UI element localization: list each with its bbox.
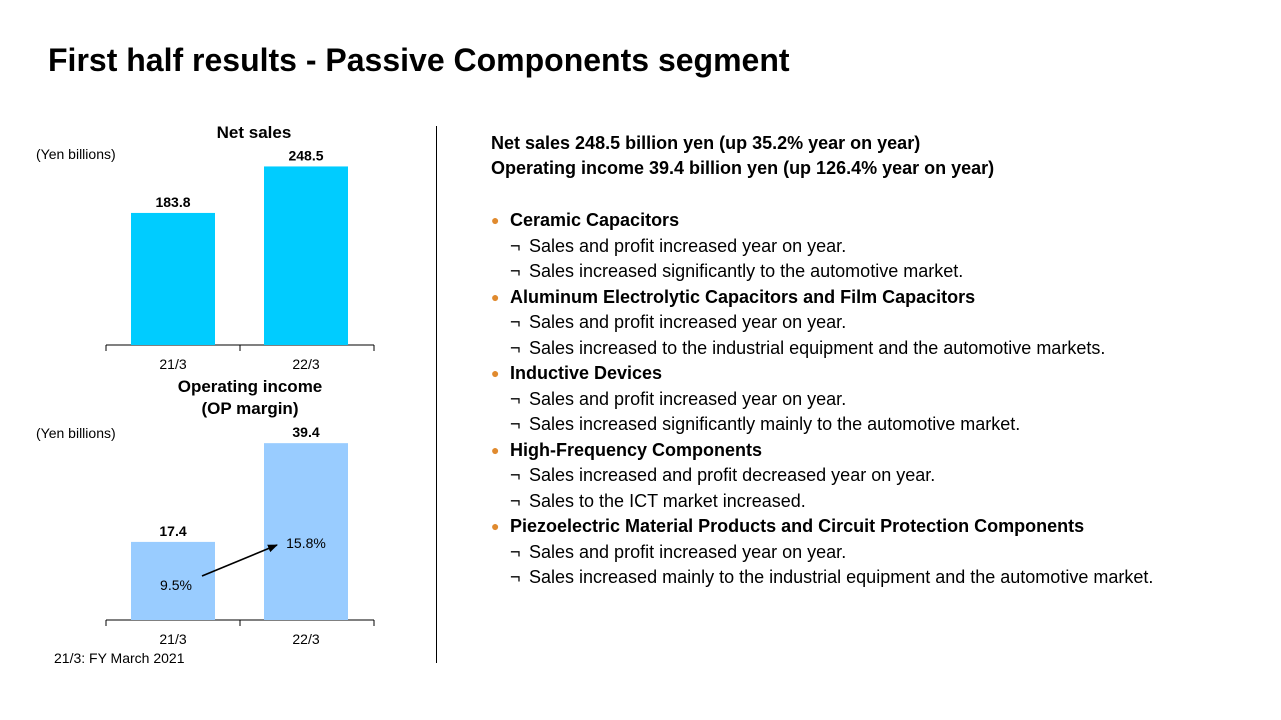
section-item: ¬ Sales to the ICT market increased. [491, 489, 1251, 515]
section-heading: ● Inductive Devices [491, 361, 1251, 387]
sub-bullet-icon: ¬ [510, 261, 521, 281]
section-item-text: Sales and profit increased year on year. [529, 235, 847, 256]
bar-21-3 [131, 212, 215, 345]
section-item-text: Sales increased and profit decreased yea… [529, 465, 936, 485]
sub-bullet-icon: ¬ [510, 567, 521, 587]
op-margin-label: 9.5% [160, 577, 192, 593]
section-item: ¬ Sales increased significantly mainly to… [491, 412, 1251, 438]
segment-sections: ● Ceramic Capacitors ¬ Sales and profit inc… [491, 208, 1251, 591]
section-item: ¬ Sales and profit increased year on year… [491, 310, 1251, 336]
sub-bullet-icon: ¬ [510, 388, 521, 409]
results-summary-panel: Net sales 248.5 billion yen (up 35.2% ye… [491, 131, 1251, 591]
section-heading: ● Ceramic Capacitors [491, 208, 1251, 234]
margin-trend-arrow [201, 544, 278, 577]
op-margin-label: 15.8% [286, 535, 326, 551]
operating-income-title-line2: (OP margin) [201, 399, 299, 418]
bullet-icon: ● [491, 365, 500, 381]
bar-value-label: 39.4 [292, 424, 319, 440]
section-heading: ● Piezoelectric Material Products and Cir… [491, 514, 1251, 540]
sub-bullet-icon: ¬ [510, 312, 521, 332]
section-item-text: Sales and profit increased year on year. [529, 312, 847, 332]
section-heading-text: Piezoelectric Material Products and Circ… [510, 516, 1085, 536]
section-item: ¬ Sales and profit increased year on year… [491, 234, 1251, 260]
sub-bullet-icon: ¬ [510, 465, 521, 485]
vertical-divider [436, 126, 437, 663]
section-heading-text: High-Frequency Components [510, 439, 763, 460]
x-tick-label: 21/3 [159, 356, 186, 372]
section-item: ¬ Sales increased and profit decreased ye… [491, 463, 1251, 489]
bar-22-3 [264, 166, 348, 345]
operating-income-title-line1: Operating income [177, 377, 323, 396]
sub-bullet-icon: ¬ [510, 541, 521, 562]
bar-value-label: 183.8 [155, 194, 190, 210]
net-sales-chart: Net sales (Yen billions) 183.8 21/3 248.5 2… [0, 0, 430, 380]
bar-21-3 [131, 541, 215, 620]
summary-net-sales: Net sales 248.5 billion yen (up 35.2% ye… [491, 133, 921, 153]
section-heading-text: Inductive Devices [510, 363, 663, 383]
section-heading: ● High-Frequency Components [491, 438, 1251, 464]
sub-bullet-icon: ¬ [510, 490, 521, 511]
x-tick-label: 22/3 [292, 631, 319, 647]
bar-value-label: 17.4 [159, 523, 186, 539]
section-item: ¬ Sales increased to the industrial equip… [491, 336, 1251, 362]
bullet-icon: ● [491, 518, 500, 534]
section-item-text: Sales increased significantly to the aut… [529, 261, 964, 281]
operating-income-chart: Operating income (OP margin) (Yen billio… [0, 0, 430, 660]
section-heading-text: Aluminum Electrolytic Capacitors and Fil… [510, 286, 976, 307]
page-title: First half results - Passive Components … [48, 42, 790, 78]
section-item: ¬ Sales and profit increased year on year… [491, 540, 1251, 566]
bullet-icon: ● [491, 212, 500, 228]
sub-bullet-icon: ¬ [510, 235, 521, 256]
section-item-text: Sales and profit increased year on year. [529, 541, 847, 562]
operating-income-chart-title: Operating income (OP margin) [150, 376, 350, 420]
summary-operating-income: Operating income 39.4 billion yen (up 12… [491, 158, 995, 178]
section-heading-text: Ceramic Capacitors [510, 210, 680, 230]
section-item-text: Sales increased significantly mainly to … [529, 414, 1021, 434]
net-sales-plot: 183.8 21/3 248.5 22/3 [105, 147, 375, 372]
section-item: ¬ Sales increased mainly to the industria… [491, 565, 1251, 591]
operating-income-unit-label: (Yen billions) [36, 425, 116, 441]
net-sales-chart-title: Net sales [216, 123, 292, 142]
section-item: ¬ Sales increased significantly to the au… [491, 259, 1251, 285]
section-item-text: Sales increased to the industrial equipm… [529, 337, 1106, 358]
operating-income-plot: 17.4 21/3 39.4 22/3 9.5% 15.8% [105, 424, 375, 647]
bar-value-label: 248.5 [288, 147, 323, 163]
section-item-text: Sales to the ICT market increased. [529, 490, 806, 511]
sub-bullet-icon: ¬ [510, 414, 521, 434]
section-heading: ● Aluminum Electrolytic Capacitors and Fi… [491, 285, 1251, 311]
bar-22-3 [264, 443, 348, 620]
section-item-text: Sales increased mainly to the industrial… [529, 567, 1154, 587]
x-tick-label: 22/3 [292, 356, 319, 372]
bullet-icon: ● [491, 288, 500, 305]
footnote: 21/3: FY March 2021 [54, 650, 185, 666]
net-sales-unit-label: (Yen billions) [36, 146, 116, 162]
sub-bullet-icon: ¬ [510, 337, 521, 358]
section-item-text: Sales and profit increased year on year. [529, 388, 847, 409]
section-item: ¬ Sales and profit increased year on year… [491, 387, 1251, 413]
bullet-icon: ● [491, 441, 500, 458]
x-tick-label: 21/3 [159, 631, 186, 647]
